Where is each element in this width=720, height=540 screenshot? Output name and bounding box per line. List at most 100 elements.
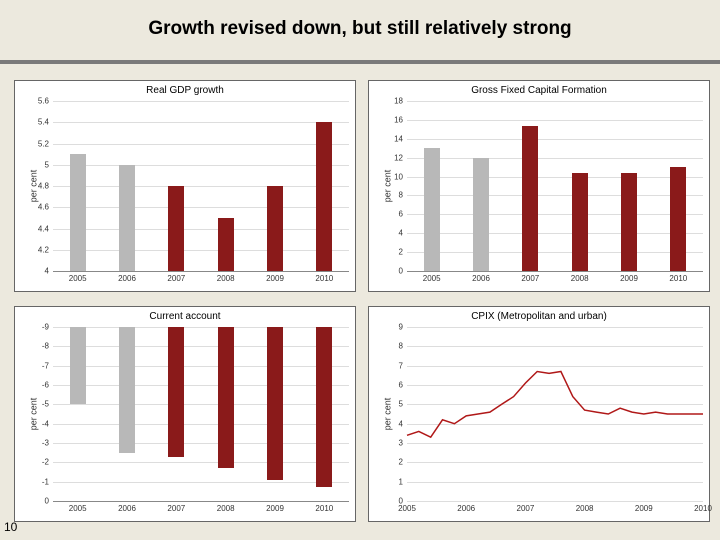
x-tick-label: 2006 xyxy=(118,274,136,283)
y-tick-label: -4 xyxy=(42,419,49,428)
chart-cpix: CPIX (Metropolitan and urban) per cent 0… xyxy=(368,306,710,522)
y-tick-label: -6 xyxy=(42,381,49,390)
page-number: 10 xyxy=(4,520,17,534)
y-tick-label: 8 xyxy=(399,342,403,351)
x-tick-label: 2008 xyxy=(217,274,235,283)
chart-gfcf: Gross Fixed Capital Formation per cent 0… xyxy=(368,80,710,292)
y-tick-label: 5.4 xyxy=(38,118,49,127)
x-tick-label: 2009 xyxy=(266,504,284,513)
gridline xyxy=(407,214,703,215)
x-tick-label: 2007 xyxy=(516,504,534,513)
gridline xyxy=(53,462,349,463)
x-tick-label: 2005 xyxy=(69,274,87,283)
gridline xyxy=(53,404,349,405)
y-tick-label: 4.6 xyxy=(38,203,49,212)
gridline xyxy=(407,195,703,196)
y-tick-label: 8 xyxy=(399,191,403,200)
gridline xyxy=(53,482,349,483)
x-tick-label: 2009 xyxy=(620,274,638,283)
gridline xyxy=(53,144,349,145)
y-tick-label: -2 xyxy=(42,458,49,467)
title-rule xyxy=(0,60,720,64)
y-tick-label: 5 xyxy=(399,400,403,409)
y-tick-label: 12 xyxy=(394,153,403,162)
gridline xyxy=(53,207,349,208)
y-tick-label: 4 xyxy=(399,419,403,428)
gridline xyxy=(53,165,349,166)
gridline xyxy=(53,443,349,444)
gridline xyxy=(53,385,349,386)
y-tick-label: 5.2 xyxy=(38,139,49,148)
gridline xyxy=(53,186,349,187)
gridline xyxy=(53,122,349,123)
y-tick-label: 1 xyxy=(399,477,403,486)
bar xyxy=(168,327,184,457)
y-tick-label: 4.4 xyxy=(38,224,49,233)
x-tick-label: 2007 xyxy=(167,274,185,283)
y-tick-label: 3 xyxy=(399,439,403,448)
bar xyxy=(119,165,135,271)
y-tick-label: 4.2 xyxy=(38,245,49,254)
x-tick-label: 2010 xyxy=(315,504,333,513)
y-tick-label: 4 xyxy=(399,229,403,238)
bar xyxy=(119,327,135,453)
gridline xyxy=(407,501,703,502)
y-axis-label: per cent xyxy=(382,398,392,431)
gridline xyxy=(407,139,703,140)
bar xyxy=(572,173,588,271)
x-tick-label: 2008 xyxy=(576,504,594,513)
gridline xyxy=(407,177,703,178)
axis-baseline xyxy=(407,271,703,272)
y-tick-label: 14 xyxy=(394,134,403,143)
y-tick-label: 16 xyxy=(394,115,403,124)
gridline xyxy=(53,346,349,347)
x-tick-label: 2007 xyxy=(167,504,185,513)
plot-area: 0123456789200520062007200820092010 xyxy=(407,327,703,501)
x-tick-label: 2006 xyxy=(118,504,136,513)
y-tick-label: 4 xyxy=(45,267,49,276)
gridline xyxy=(53,101,349,102)
x-tick-label: 2009 xyxy=(635,504,653,513)
y-tick-label: 2 xyxy=(399,458,403,467)
x-tick-label: 2005 xyxy=(398,504,416,513)
chart-title: Real GDP growth xyxy=(15,85,355,96)
bar xyxy=(473,158,489,271)
bar xyxy=(670,167,686,271)
y-tick-label: -8 xyxy=(42,342,49,351)
y-tick-label: -1 xyxy=(42,477,49,486)
y-tick-label: 4.8 xyxy=(38,182,49,191)
y-tick-label: 5 xyxy=(45,160,49,169)
chart-title: Current account xyxy=(15,311,355,322)
bar xyxy=(267,186,283,271)
gridline xyxy=(53,250,349,251)
x-tick-label: 2005 xyxy=(423,274,441,283)
x-tick-label: 2010 xyxy=(669,274,687,283)
page-title: Growth revised down, but still relativel… xyxy=(0,18,720,40)
chart-gdp-growth: Real GDP growth per cent 4 4.2 4.4 4.6 4.8 5 5… xyxy=(14,80,356,292)
y-tick-label: 9 xyxy=(399,323,403,332)
line-series xyxy=(407,372,703,438)
bar xyxy=(70,327,86,404)
gridline xyxy=(53,366,349,367)
y-tick-label: 0 xyxy=(45,497,49,506)
chart-current-account: Current account per cent -9-8-7-6-5-4-3-… xyxy=(14,306,356,522)
x-tick-label: 2008 xyxy=(571,274,589,283)
y-tick-label: 18 xyxy=(394,97,403,106)
x-tick-label: 2010 xyxy=(315,274,333,283)
y-axis-label: per cent xyxy=(28,170,38,203)
bar xyxy=(316,122,332,271)
bar xyxy=(70,154,86,271)
y-tick-label: 2 xyxy=(399,248,403,257)
bar xyxy=(621,173,637,271)
y-tick-label: 0 xyxy=(399,267,403,276)
y-tick-label: 6 xyxy=(399,381,403,390)
x-tick-label: 2006 xyxy=(472,274,490,283)
x-tick-label: 2007 xyxy=(521,274,539,283)
bar xyxy=(522,126,538,271)
axis-baseline xyxy=(53,271,349,272)
y-axis-label: per cent xyxy=(28,398,38,431)
gridline xyxy=(407,101,703,102)
x-tick-label: 2010 xyxy=(694,504,712,513)
bar xyxy=(218,218,234,271)
axis-baseline xyxy=(53,501,349,502)
